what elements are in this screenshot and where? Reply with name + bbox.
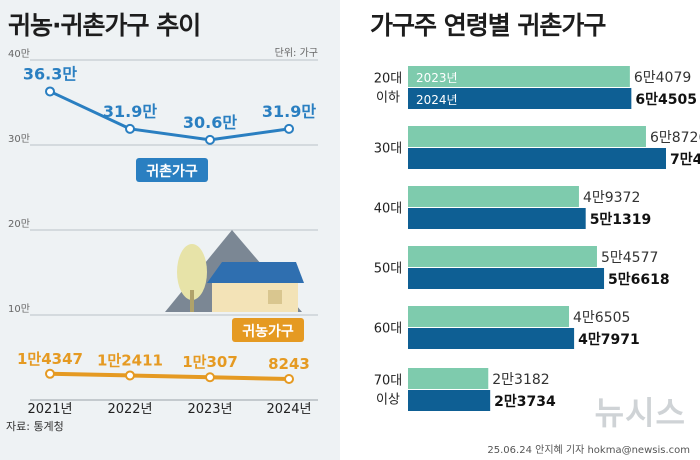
- value-label-2023: 5만4577: [601, 250, 658, 266]
- value-label-2024: 5만6618: [608, 272, 670, 288]
- line-chart: 40만 30만 20만 10만 단위: 가구 36.3만 31.9만 30.6만 31.9만귀촌…: [8, 46, 318, 417]
- data-label-return-farm: 1만307: [182, 353, 238, 371]
- left-chart-title: 귀농·귀촌가구 추이: [8, 11, 201, 40]
- value-label-2024: 4만7971: [578, 332, 640, 348]
- bar-2023: [408, 306, 570, 327]
- tree-illustration: [177, 244, 207, 300]
- bar-2023: [408, 126, 646, 147]
- data-point-return-farm: [284, 373, 294, 384]
- series-line-return-farm: [49, 371, 290, 381]
- y-tick-label: 20만: [8, 218, 30, 230]
- category-label: 40대: [374, 202, 403, 217]
- category-label: 20대: [374, 72, 403, 87]
- legend-label-2024: 2024년: [416, 93, 458, 107]
- house-roof-illustration: [207, 262, 304, 283]
- series-line-return-village: [49, 90, 290, 142]
- y-tick-label: 40만: [8, 48, 30, 60]
- house-illustration: [212, 280, 298, 312]
- value-label-2023: 4만6505: [573, 310, 630, 326]
- bar-2023: [408, 186, 579, 207]
- bar-2023: [408, 66, 630, 87]
- data-label-return-village: 30.6만: [183, 113, 237, 132]
- legend-label-2023: 2023년: [416, 71, 458, 85]
- value-label-2023: 4만9372: [583, 190, 640, 206]
- value-label-2024: 6만4505: [635, 92, 697, 108]
- bar-2024: [408, 268, 605, 289]
- x-tick-label: 2022년: [107, 402, 152, 417]
- bar-2024: [408, 148, 666, 169]
- data-point-return-village: [284, 123, 294, 134]
- newsis-logo: 뉴시스: [594, 394, 686, 432]
- value-label-2024: 7만4511: [670, 152, 700, 168]
- house-window-illustration: [268, 290, 282, 304]
- value-label-2024: 2만3734: [494, 394, 556, 410]
- bar-2024: [408, 208, 586, 229]
- value-label-2024: 5만1319: [590, 212, 652, 228]
- byline: 25.06.24 안지혜 기자 hokma@newsis.com: [487, 445, 690, 456]
- bar-2023: [408, 246, 597, 267]
- source-label: 자료: 통계청: [6, 420, 64, 433]
- data-label-return-farm: 8243: [268, 355, 310, 373]
- x-tick-label: 2024년: [266, 402, 311, 417]
- data-label-return-village: 31.9만: [262, 102, 316, 121]
- series-tag-return-village: [136, 158, 208, 182]
- data-label-return-village: 36.3만: [23, 64, 77, 83]
- y-tick-label: 30만: [8, 133, 30, 145]
- category-label: 60대: [374, 322, 403, 337]
- value-label-2023: 2만3182: [492, 372, 549, 388]
- data-point-return-village: [45, 86, 55, 97]
- tree-trunk-illustration: [190, 290, 194, 312]
- bar-2024: [408, 328, 575, 349]
- data-label-return-farm: 1만4347: [17, 350, 83, 368]
- bar-2023: [408, 368, 489, 389]
- data-point-return-village: [205, 134, 215, 145]
- left-panel: 귀농·귀촌가구 추이 40만 30만 20만 10만 단위: 가구 36.3만 31.9만 3…: [0, 0, 340, 460]
- bar-2024: [408, 88, 632, 109]
- category-label: 이하: [376, 91, 400, 106]
- category-label: 이상: [376, 393, 400, 408]
- category-label: 30대: [374, 142, 403, 157]
- data-point-return-farm: [45, 368, 55, 379]
- unit-label: 단위: 가구: [275, 46, 318, 59]
- value-label-2023: 6만8726: [650, 130, 700, 146]
- y-tick-label: 10만: [8, 303, 30, 315]
- data-point-return-village: [125, 123, 135, 134]
- series-tag-label-return-farm: 귀농가구: [242, 323, 294, 340]
- series-tag-return-farm: [232, 318, 304, 342]
- data-point-return-farm: [125, 370, 135, 381]
- data-point-return-farm: [205, 372, 215, 383]
- bar-2024: [408, 390, 491, 411]
- series-tag-label-return-village: 귀촌가구: [146, 163, 198, 180]
- x-tick-label: 2021년: [27, 402, 72, 417]
- category-label: 70대: [374, 374, 403, 389]
- data-label-return-farm: 1만2411: [97, 351, 163, 369]
- category-label: 50대: [374, 262, 403, 277]
- data-label-return-village: 31.9만: [103, 102, 157, 121]
- value-label-2023: 6만4079: [634, 70, 691, 86]
- x-tick-label: 2023년: [187, 402, 232, 417]
- right-chart-title: 가구주 연령별 귀촌가구: [370, 11, 606, 40]
